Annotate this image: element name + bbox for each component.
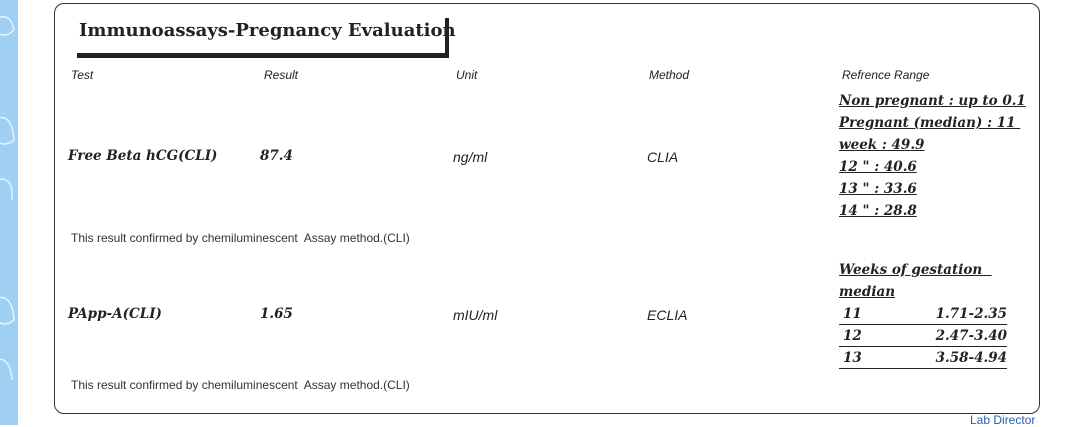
reference-line: Pregnant (median) : 11 [839,115,1021,131]
leaf-pattern-icon [0,15,15,381]
unit-free-beta-hcg: ng/ml [453,149,488,165]
median-range: 2.47-3.40 [935,328,1007,344]
side-decoration-strip [0,0,18,425]
gestation-week: 11 [843,306,862,322]
column-header-method: Method [649,68,690,82]
reference-heading: median [839,284,896,300]
test-name-papp-a: PApp-A(CLI) [68,306,162,322]
reference-line: 12 " : 40.6 [839,159,917,175]
result-value-free-beta-hcg: 87.4 [260,148,293,164]
reference-table-row: 12 2.47-3.40 [839,327,1007,347]
reference-line: 13 " : 33.6 [839,181,917,197]
section-title: Immunoassays-Pregnancy Evaluation [79,20,456,41]
reference-line: 14 " : 28.8 [839,203,917,219]
reference-heading: Weeks of gestation [839,262,992,278]
method-free-beta-hcg: CLIA [647,149,679,165]
gestation-week: 12 [843,328,862,344]
report-section-frame: Immunoassays-Pregnancy Evaluation Test R… [54,3,1040,414]
column-header-test: Test [71,68,94,82]
test-name-free-beta-hcg: Free Beta hCG(CLI) [68,148,218,164]
column-header-unit: Unit [456,68,478,82]
median-range: 1.71-2.35 [935,306,1007,322]
median-range: 3.58-4.94 [935,350,1007,366]
reference-line: Non pregnant : up to 0.1 [839,93,1026,109]
section-title-box: Immunoassays-Pregnancy Evaluation [77,18,456,58]
column-header-result: Result [264,68,299,82]
column-header-reference: Refrence Range [842,68,930,82]
gestation-week: 13 [843,350,862,366]
method-papp-a: ECLIA [647,307,688,323]
result-note: This result confirmed by chemiluminescen… [71,231,410,245]
lab-director-label: Lab Director [970,413,1036,427]
reference-table-row: 11 1.71-2.35 [839,305,1007,325]
unit-papp-a: mIU/ml [453,307,498,323]
result-value-papp-a: 1.65 [260,306,293,322]
reference-table-row: 13 3.58-4.94 [839,349,1007,369]
result-note: This result confirmed by chemiluminescen… [71,378,410,392]
reference-line: week : 49.9 [839,137,925,153]
